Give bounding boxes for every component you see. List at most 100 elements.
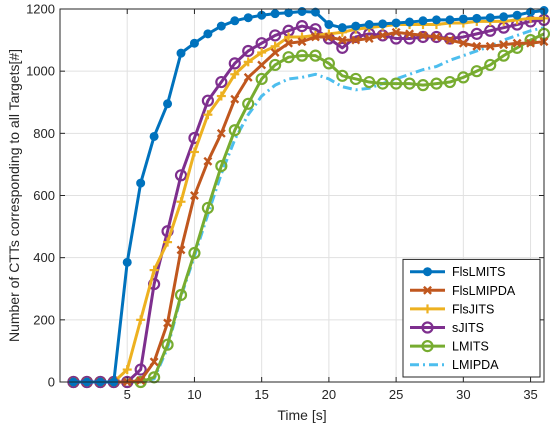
data-point <box>243 72 253 82</box>
marker-stroke <box>257 60 267 70</box>
marker-stroke <box>351 35 361 45</box>
data-point <box>445 15 455 25</box>
x-axis-label: Time [s] <box>277 407 326 423</box>
marker-stroke <box>485 41 495 51</box>
data-point <box>443 75 456 89</box>
data-point <box>269 58 282 72</box>
data-point <box>391 18 401 28</box>
data-point <box>284 8 294 18</box>
y-tick-label: 800 <box>33 126 55 141</box>
data-point <box>499 12 509 22</box>
marker-stroke <box>364 34 374 43</box>
data-point <box>403 77 416 90</box>
data-point <box>215 159 228 173</box>
data-point <box>257 48 267 58</box>
marker-stroke <box>203 156 213 166</box>
data-point <box>351 21 361 31</box>
data-point <box>255 72 268 86</box>
legend-entry: FlsLMIPDA <box>410 284 516 298</box>
x-tick-label: 30 <box>456 387 470 402</box>
data-point <box>472 41 482 51</box>
legend-label: LMIPDA <box>452 358 499 372</box>
marker-stroke <box>136 375 146 385</box>
data-point <box>470 27 483 40</box>
x-tick-label: 5 <box>124 387 131 402</box>
marker-stroke <box>297 37 307 47</box>
marker-stroke <box>216 128 226 138</box>
data-point <box>512 38 522 48</box>
data-point <box>390 77 403 90</box>
marker-stroke <box>445 35 455 45</box>
marker-stroke <box>378 30 388 40</box>
data-point <box>324 32 334 42</box>
data-point <box>230 16 240 26</box>
data-point <box>363 75 376 89</box>
y-axis-label: Number of CTTs corresponding to all Targ… <box>6 49 22 342</box>
data-point <box>149 357 159 367</box>
data-point <box>174 288 188 302</box>
data-point <box>485 41 495 51</box>
marker-stroke <box>176 245 186 255</box>
data-point <box>203 29 213 39</box>
data-point <box>470 65 483 78</box>
data-point <box>228 124 241 137</box>
data-point <box>242 97 255 110</box>
series-layer <box>67 6 550 389</box>
data-point <box>282 51 295 64</box>
data-point <box>243 13 253 23</box>
data-point <box>189 191 199 200</box>
data-point <box>418 30 428 40</box>
data-point <box>430 77 443 90</box>
data-point <box>512 10 522 20</box>
y-tick-label: 1000 <box>26 64 55 79</box>
data-point <box>378 30 388 40</box>
legend-entry: FlsLMITS <box>410 265 505 279</box>
data-point <box>499 40 509 50</box>
data-point <box>284 38 294 48</box>
data-point <box>484 58 497 72</box>
data-point <box>136 178 146 188</box>
data-point <box>216 128 226 138</box>
x-tick-label: 20 <box>322 387 336 402</box>
data-point <box>163 99 173 109</box>
marker-stroke <box>431 32 441 42</box>
data-point <box>526 38 536 48</box>
marker-stroke <box>337 35 347 45</box>
y-tick-label: 0 <box>48 375 55 390</box>
marker-stroke <box>270 48 280 57</box>
legend-label: FlsJITS <box>452 302 494 316</box>
data-point <box>364 20 374 30</box>
data-point <box>472 13 482 23</box>
data-point <box>270 9 280 19</box>
data-point <box>203 110 213 120</box>
data-point <box>431 15 441 25</box>
data-point <box>324 20 334 30</box>
data-point <box>405 29 415 39</box>
legend-box <box>402 258 541 378</box>
data-point <box>161 338 174 351</box>
marker-stroke <box>526 38 536 48</box>
marker-stroke <box>499 40 509 50</box>
marker-stroke <box>423 285 432 295</box>
marker-stroke <box>189 191 199 200</box>
marker-stroke <box>324 32 334 42</box>
data-point <box>458 38 468 48</box>
data-point <box>176 48 186 58</box>
legend-marker <box>423 304 432 314</box>
data-point <box>295 49 309 62</box>
data-point <box>416 79 430 92</box>
data-point <box>349 72 362 86</box>
marker-stroke <box>391 27 401 37</box>
data-point <box>176 197 186 207</box>
data-point <box>122 257 132 267</box>
data-point <box>149 265 159 275</box>
data-point <box>230 94 240 104</box>
marker-stroke <box>512 38 522 48</box>
data-point <box>163 237 173 247</box>
data-point <box>364 34 374 43</box>
data-point <box>310 7 320 17</box>
legend-label: sJITS <box>452 321 484 335</box>
data-point <box>270 41 280 51</box>
data-point <box>243 57 253 67</box>
